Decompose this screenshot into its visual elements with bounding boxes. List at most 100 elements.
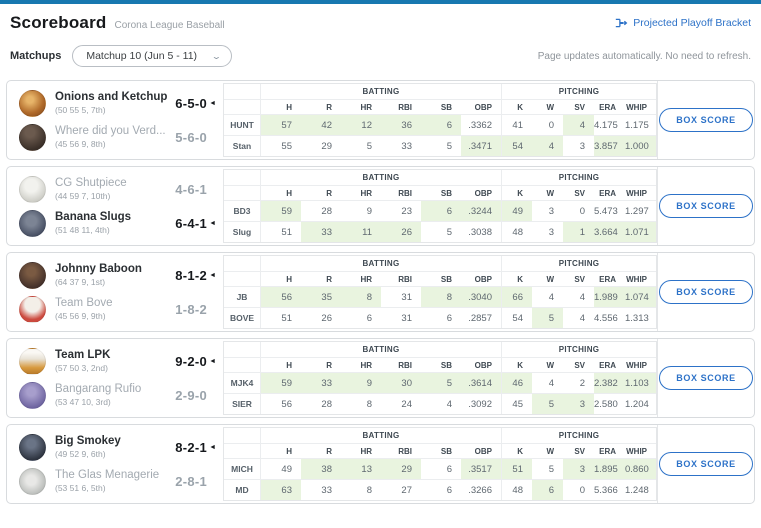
stat-cell: 1.204: [625, 393, 656, 414]
stat-cell: 11: [341, 221, 381, 242]
team-name: Team Bove: [55, 297, 113, 309]
column-header: ERA: [594, 271, 625, 286]
controls-row: Matchups Matchup 10 (Jun 5 - 11) ⌄ Page …: [0, 33, 761, 67]
column-header: H: [261, 185, 301, 200]
stat-cell: 3.857: [594, 135, 625, 156]
box-score-button[interactable]: BOX SCORE: [659, 108, 753, 132]
stat-cell: 8: [341, 393, 381, 414]
stat-cell: 23: [381, 200, 421, 221]
column-header: SB: [421, 357, 461, 372]
team-week-record: 8-2-1 ◄: [163, 440, 217, 455]
stat-cell: 63: [261, 479, 301, 500]
team-season-record: (51 48 11, 4th): [55, 225, 110, 235]
team-row[interactable]: Team LPK (57 50 3, 2nd) 9-2-0 ◄: [19, 347, 217, 375]
stat-cell: 31: [381, 307, 421, 328]
stat-cell: 57: [261, 114, 301, 135]
stat-cell: 9: [341, 372, 381, 393]
teams-panel: Big Smokey (49 52 9, 6th) 8-2-1 ◄ The Gl…: [7, 425, 217, 503]
stat-cell: 38: [301, 458, 341, 479]
column-header: HR: [341, 99, 381, 114]
batting-group-header: BATTING: [362, 259, 400, 268]
stat-cell: 56: [261, 286, 301, 307]
team-row[interactable]: Where did you Verd... (45 56 9, 8th) 5-6…: [19, 123, 217, 151]
projected-playoff-bracket-link[interactable]: Projected Playoff Bracket: [615, 17, 751, 29]
stat-cell: 5: [532, 393, 563, 414]
leading-arrow-icon: ◄: [209, 271, 216, 279]
column-header: SB: [421, 443, 461, 458]
stat-cell: 9: [341, 200, 381, 221]
stat-cell: 13: [341, 458, 381, 479]
stat-cell: 8: [341, 479, 381, 500]
team-name: Team LPK: [55, 349, 111, 361]
stat-cell: 2.580: [594, 393, 625, 414]
column-header: WHIP: [625, 185, 656, 200]
team-season-record: (45 56 9, 9th): [55, 311, 106, 321]
team-row[interactable]: The Glas Menagerie (53 51 6, 5th) 2-8-1 …: [19, 467, 217, 495]
column-header: SV: [563, 443, 594, 458]
column-header: SV: [563, 99, 594, 114]
table-corner: [224, 256, 261, 271]
stat-cell: 33: [301, 372, 341, 393]
column-header: SB: [421, 271, 461, 286]
stat-cell: 6: [341, 307, 381, 328]
stat-cell: 31: [381, 286, 421, 307]
team-week-record: 2-8-1 ◄: [163, 474, 217, 489]
box-score-button[interactable]: BOX SCORE: [659, 194, 753, 218]
box-score-button[interactable]: BOX SCORE: [659, 452, 753, 476]
stat-cell: 27: [381, 479, 421, 500]
box-score-button[interactable]: BOX SCORE: [659, 280, 753, 304]
stat-cell: 4.556: [594, 307, 625, 328]
stat-cell: 2: [563, 372, 594, 393]
team-avatar: [19, 467, 46, 495]
column-header: H: [261, 271, 301, 286]
stat-cell: 59: [261, 200, 301, 221]
column-header: R: [301, 443, 341, 458]
stat-cell: 48: [501, 221, 532, 242]
column-header: W: [532, 185, 563, 200]
team-avatar: [19, 175, 46, 203]
column-header: H: [261, 443, 301, 458]
stat-cell: 6: [421, 200, 461, 221]
table-corner: [224, 170, 261, 185]
stat-cell: 1.989: [594, 286, 625, 307]
box-score-button[interactable]: BOX SCORE: [659, 366, 753, 390]
team-row[interactable]: CG Shutpiece (44 59 7, 10th) 4-6-1 ◄: [19, 175, 217, 203]
stat-cell: 1.103: [625, 372, 656, 393]
stats-table: BATTING PITCHING H R HR RBI SB OBP K W SV ERA WHIP…: [223, 427, 657, 501]
stat-cell: 36: [381, 114, 421, 135]
team-info: The Glas Menagerie (53 51 6, 5th): [55, 469, 159, 493]
team-row[interactable]: Big Smokey (49 52 9, 6th) 8-2-1 ◄: [19, 433, 217, 461]
stat-cell: 55: [261, 135, 301, 156]
stat-cell: 3: [532, 221, 563, 242]
teams-panel: Johnny Baboon (64 37 9, 1st) 8-1-2 ◄ Tea…: [7, 253, 217, 331]
team-row[interactable]: Onions and Ketchup (50 55 5, 7th) 6-5-0 …: [19, 89, 217, 117]
stat-cell: 59: [261, 372, 301, 393]
week-record-value: 2-8-1: [175, 473, 208, 489]
table-corner: [224, 443, 261, 458]
stat-cell: 51: [501, 458, 532, 479]
matchup-card: Team LPK (57 50 3, 2nd) 9-2-0 ◄ Bangaran…: [6, 338, 755, 418]
team-info: Team Bove (45 56 9, 9th): [55, 297, 113, 321]
week-selector-value: Matchup 10 (Jun 5 - 11): [86, 50, 198, 62]
team-row[interactable]: Johnny Baboon (64 37 9, 1st) 8-1-2 ◄: [19, 261, 217, 289]
week-selector-dropdown[interactable]: Matchup 10 (Jun 5 - 11) ⌄: [72, 45, 232, 67]
stat-cell: 8: [421, 286, 461, 307]
team-info: Banana Slugs (51 48 11, 4th): [55, 211, 131, 235]
team-week-record: 9-2-0 ◄: [163, 354, 217, 369]
week-record-value: 5-6-0: [175, 129, 208, 145]
stat-cell: 0.860: [625, 458, 656, 479]
column-header: K: [501, 271, 532, 286]
team-name: Onions and Ketchup: [55, 91, 168, 103]
page-header: Scoreboard Corona League Baseball Projec…: [0, 4, 761, 33]
column-header: SB: [421, 99, 461, 114]
pitching-group-header: PITCHING: [501, 256, 656, 271]
stat-cell: 41: [501, 114, 532, 135]
stat-cell: .3092: [461, 393, 501, 414]
stats-table: BATTING PITCHING H R HR RBI SB OBP K W SV ERA WHIP…: [223, 341, 657, 415]
column-header: OBP: [461, 443, 501, 458]
team-row[interactable]: Team Bove (45 56 9, 9th) 1-8-2 ◄: [19, 295, 217, 323]
team-row[interactable]: Bangarang Rufio (53 47 10, 3rd) 2-9-0 ◄: [19, 381, 217, 409]
team-row[interactable]: Banana Slugs (51 48 11, 4th) 6-4-1 ◄: [19, 209, 217, 237]
stat-cell: 33: [301, 221, 341, 242]
table-corner: [224, 271, 261, 286]
